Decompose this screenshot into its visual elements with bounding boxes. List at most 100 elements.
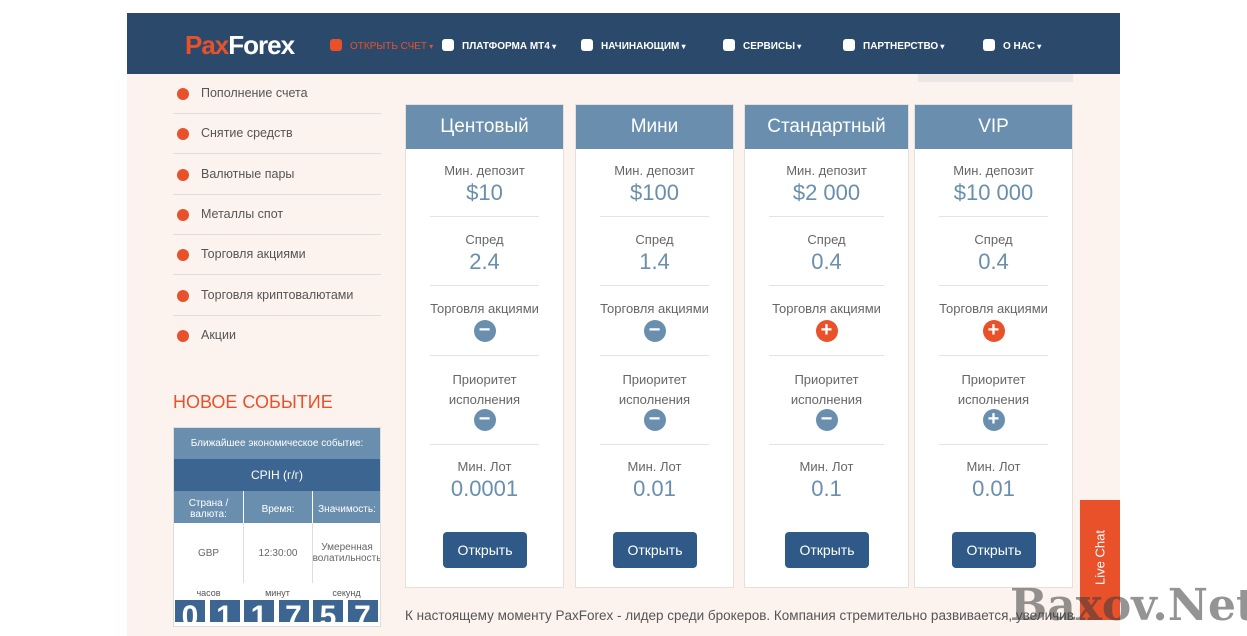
row-separator bbox=[939, 355, 1048, 356]
row-separator bbox=[430, 444, 539, 445]
timer-label: минут bbox=[265, 588, 290, 598]
plus-icon: + bbox=[815, 320, 838, 342]
row-label: Приоритет исполнения bbox=[618, 372, 691, 407]
event-cell: GBP bbox=[174, 523, 244, 583]
row-value: $100 bbox=[630, 180, 679, 205]
nav-icon bbox=[330, 39, 342, 51]
row-value: 0.4 bbox=[811, 249, 842, 274]
sidebar-separator bbox=[173, 193, 381, 195]
sidebar-link[interactable]: Акции bbox=[201, 327, 236, 342]
open-button[interactable]: Открыть bbox=[952, 532, 1036, 568]
row-label: Приоритет исполнения bbox=[790, 372, 863, 407]
event-cell: Умеренная волатильность bbox=[313, 523, 380, 583]
sidebar-icon bbox=[177, 88, 189, 100]
timer-digit: 7 bbox=[278, 600, 309, 622]
row-label: Мин. Лот bbox=[627, 459, 682, 474]
open-button[interactable]: Открыть bbox=[785, 532, 869, 568]
row-value: $10 000 bbox=[953, 180, 1034, 205]
plus-icon: + bbox=[982, 320, 1005, 342]
event-name: CPIH (г/г) bbox=[174, 459, 380, 491]
row-label: Приоритет исполнения bbox=[448, 372, 521, 407]
sidebar-link[interactable]: Металлы спот bbox=[201, 206, 284, 221]
nav-icon bbox=[983, 39, 995, 51]
event-header: Ближайшее экономическое событие: bbox=[174, 428, 380, 459]
plan-name: Мини bbox=[576, 105, 733, 149]
sidebar-separator bbox=[173, 233, 381, 235]
event-column: Значимость: bbox=[313, 491, 380, 523]
row-label: Торговля акциями bbox=[600, 301, 709, 316]
sidebar-link[interactable]: Снятие средств bbox=[201, 126, 293, 141]
plan-card: Стандартный Мин. депозит $2 000 Спред 0.4 Тор… bbox=[744, 104, 909, 588]
row-label: Мин. Лот bbox=[966, 459, 1021, 474]
plan-name: VIP bbox=[915, 105, 1072, 149]
row-label: Торговля акциями bbox=[939, 301, 1048, 316]
logo-part: Pax bbox=[185, 30, 229, 60]
minus-icon: − bbox=[473, 320, 496, 342]
nav-item[interactable]: НАЧИНАЮЩИМ bbox=[601, 41, 686, 52]
sidebar-separator bbox=[173, 274, 381, 276]
plan-card: VIP Мин. депозит $10 000 Спред 0.4 Торговля а… bbox=[914, 104, 1073, 588]
row-label: Мин. депозит bbox=[444, 163, 525, 178]
sidebar-link[interactable]: Пополнение счета bbox=[201, 86, 308, 100]
sidebar-icon bbox=[177, 329, 189, 342]
event-box: Ближайшее экономическое событие: CPIH (г/… bbox=[173, 427, 381, 627]
open-button[interactable]: Открыть bbox=[613, 532, 697, 568]
row-separator bbox=[769, 444, 884, 445]
row-separator bbox=[769, 355, 884, 356]
minus-icon: − bbox=[815, 409, 838, 431]
plus-icon: + bbox=[982, 409, 1005, 431]
row-label: Спред bbox=[807, 232, 846, 247]
sidebar-icon bbox=[177, 289, 189, 302]
minus-icon: − bbox=[643, 320, 666, 342]
row-label: Приоритет исполнения bbox=[957, 372, 1030, 407]
timer-digit: 5 bbox=[313, 600, 343, 622]
row-value: $10 bbox=[466, 180, 503, 205]
row-value: 0.1 bbox=[811, 476, 842, 501]
sidebar-link[interactable]: Валютные пары bbox=[201, 166, 295, 181]
sidebar-icon bbox=[177, 208, 189, 221]
nav-icon bbox=[442, 39, 454, 51]
event-title: НОВОЕ СОБЫТИЕ bbox=[173, 392, 333, 412]
plan-card: Центовый Мин. депозит $10 Спред 2.4 Торговля … bbox=[405, 104, 564, 588]
footer-text: К настоящему моменту PaxForex - лидер ср… bbox=[405, 608, 1075, 623]
sidebar-separator bbox=[173, 314, 381, 316]
row-separator bbox=[600, 216, 709, 217]
row-separator bbox=[939, 444, 1048, 445]
event-cell: 12:30:00 bbox=[244, 523, 313, 583]
open-button[interactable]: Открыть bbox=[443, 532, 527, 568]
timer-label: секунд bbox=[332, 588, 361, 598]
sidebar-link[interactable]: Торговля акциями bbox=[201, 247, 306, 262]
row-separator bbox=[600, 285, 709, 286]
row-value: 2.4 bbox=[469, 249, 500, 274]
row-separator bbox=[600, 355, 709, 356]
row-value: 0.01 bbox=[633, 476, 676, 501]
sidebar-icon bbox=[177, 128, 189, 141]
nav-item[interactable]: СЕРВИСЫ bbox=[743, 41, 801, 52]
nav-item[interactable]: ОТКРЫТЬ СЧЕТ bbox=[350, 41, 433, 52]
row-label: Мин. Лот bbox=[457, 459, 512, 474]
sidebar-link[interactable]: Торговля криптовалютами bbox=[201, 287, 354, 302]
row-value: 1.4 bbox=[639, 249, 670, 274]
nav-item[interactable]: О НАС bbox=[1003, 41, 1041, 52]
nav-item[interactable]: ПАРТНЕРСТВО bbox=[863, 41, 944, 52]
event-column: Страна / валюта: bbox=[174, 491, 243, 523]
nav-icon bbox=[843, 39, 855, 51]
sidebar-icon bbox=[177, 249, 189, 262]
logo[interactable]: PaxForex bbox=[185, 30, 295, 61]
watermark: Baxov.Net bbox=[1010, 580, 1247, 631]
row-separator bbox=[769, 285, 884, 286]
row-label: Спред bbox=[465, 232, 504, 247]
nav-icon bbox=[581, 39, 593, 51]
timer-digit: 7 bbox=[347, 600, 378, 622]
sidebar-separator bbox=[173, 113, 381, 114]
live-chat-tab[interactable]: Live Chat bbox=[1080, 500, 1120, 620]
row-separator bbox=[600, 444, 709, 445]
minus-icon: − bbox=[473, 409, 496, 431]
nav-item[interactable]: ПЛАТФОРМА MT4 bbox=[462, 41, 556, 52]
row-value: $2 000 bbox=[792, 180, 861, 205]
row-label: Мин. депозит bbox=[953, 163, 1034, 178]
row-separator bbox=[769, 216, 884, 217]
row-value: 0.4 bbox=[978, 249, 1009, 274]
nav-icon bbox=[723, 39, 735, 51]
